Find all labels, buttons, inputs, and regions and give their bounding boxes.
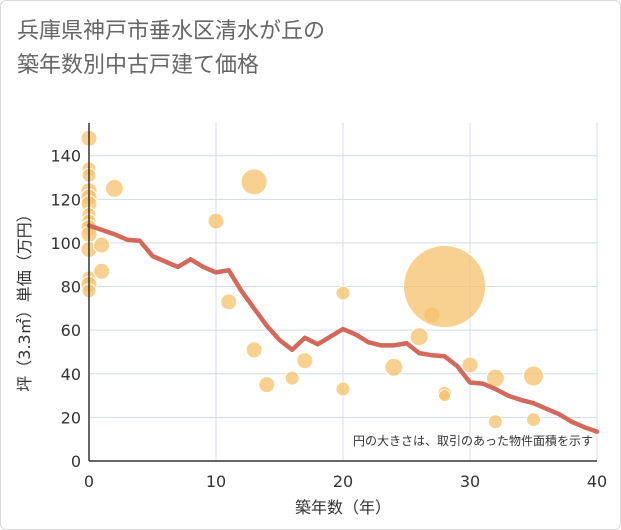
y-tick-label: 60: [61, 321, 81, 340]
x-tick-label: 0: [84, 472, 94, 491]
data-point: [461, 356, 479, 374]
x-tick-label: 20: [333, 472, 353, 491]
x-tick-label: 40: [587, 472, 607, 491]
data-point: [240, 168, 268, 196]
chart-title-line-1: 兵庫県神戸市垂水区清水が丘の: [17, 19, 326, 44]
y-tick-label: 120: [50, 190, 81, 209]
y-tick-label: 100: [50, 234, 81, 253]
bubble-size-note: 円の大きさは、取引のあった物件面積を示す: [353, 433, 593, 448]
x-axis-title: 築年数（年）: [295, 498, 391, 517]
y-tick-label: 80: [61, 278, 81, 297]
data-point: [220, 293, 238, 311]
data-point: [245, 341, 263, 359]
data-point: [403, 245, 487, 329]
data-point: [487, 414, 503, 430]
average-price-trend-line: [86, 223, 600, 434]
y-axis-title: 坪（3.3㎡）単価（万円）: [15, 206, 34, 391]
data-point: [409, 327, 429, 347]
x-tick-label: 10: [206, 472, 226, 491]
axes: [88, 123, 597, 462]
data-point: [93, 262, 111, 280]
data-point: [284, 370, 300, 386]
x-tick-label: 30: [460, 472, 480, 491]
y-tick-label: 20: [61, 408, 81, 427]
data-point: [384, 357, 404, 377]
data-point: [104, 178, 124, 198]
y-tick-label: 140: [50, 147, 81, 166]
data-point: [335, 285, 351, 301]
data-point: [296, 352, 314, 370]
data-point: [523, 365, 544, 387]
data-point: [207, 212, 225, 230]
data-point: [438, 389, 452, 403]
data-point: [258, 376, 276, 394]
trend-line-layer: [86, 223, 600, 434]
data-point: [526, 412, 541, 428]
y-tick-label: 40: [61, 365, 81, 384]
tick-labels: 0 20 40 60 80 100 120 140 0 10 20 30 40: [50, 147, 607, 491]
data-point: [93, 236, 111, 254]
chart-title: 兵庫県神戸市垂水区清水が丘の 築年数別中古戸建て価格: [17, 15, 325, 83]
y-tick-label: 0: [71, 452, 81, 471]
chart-title-line-2: 築年数別中古戸建て価格: [17, 53, 260, 78]
data-point: [335, 381, 351, 397]
